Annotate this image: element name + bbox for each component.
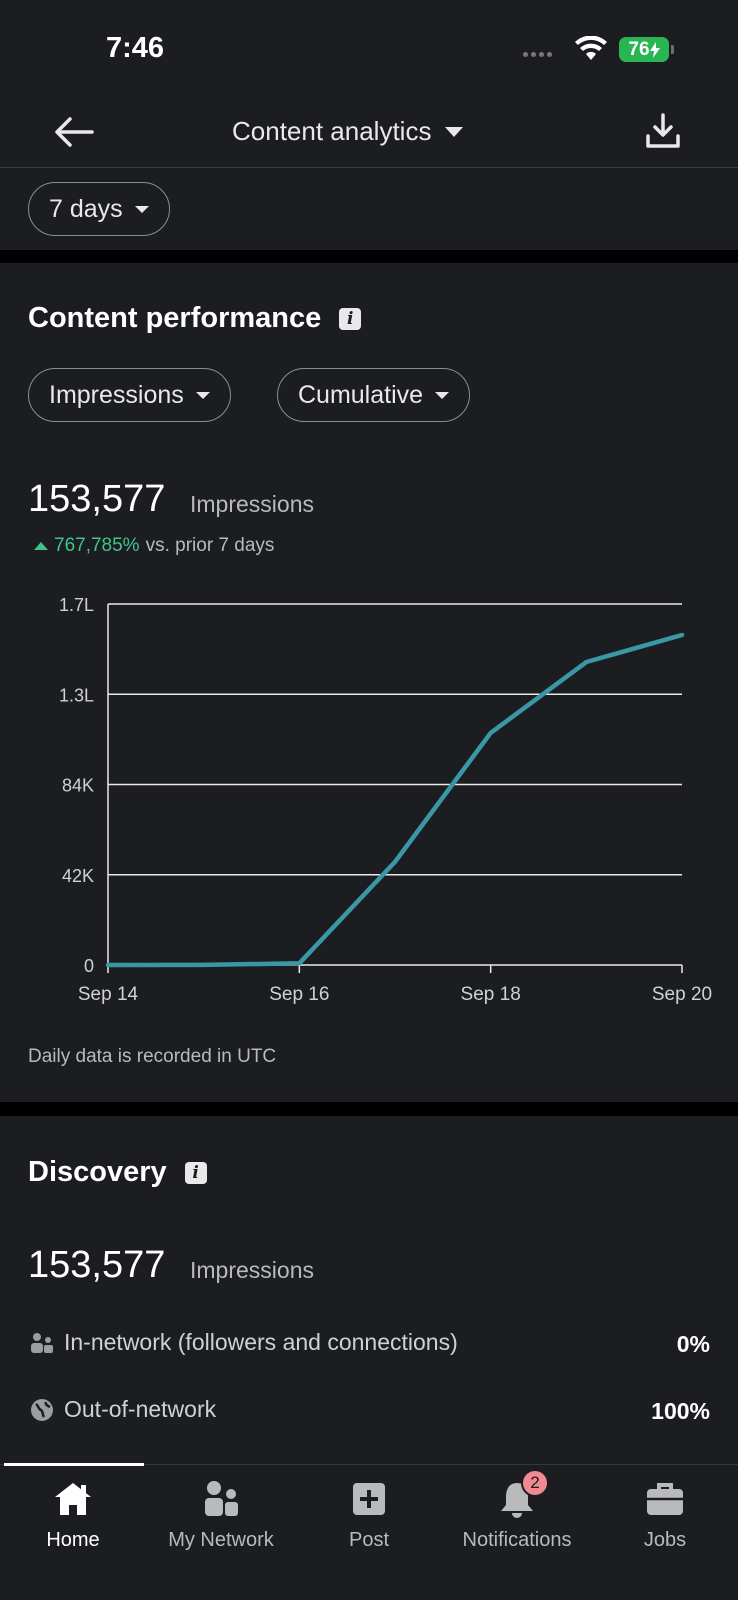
in-network-label: In-network (followers and connections) xyxy=(64,1329,458,1355)
chevron-down-icon xyxy=(134,205,149,213)
out-of-network-value: 100% xyxy=(651,1398,710,1424)
download-icon[interactable] xyxy=(645,112,681,150)
date-range-row: 7 days xyxy=(0,168,738,250)
nav-item-jobs[interactable]: Jobs xyxy=(592,1465,738,1565)
nav-item-notifications[interactable]: 2 Notifications xyxy=(444,1465,590,1565)
impressions-line-chart: 0 42K 84K 1.3L 1.7L Sep 14 Sep 16 Sep 18 Sep 20 xyxy=(59,595,712,1005)
charging-icon xyxy=(649,41,660,58)
page-title: Content analytics xyxy=(232,116,432,146)
status-time: 7:46 xyxy=(106,32,165,64)
date-range-dropdown[interactable]: 7 days xyxy=(28,182,170,236)
section-divider xyxy=(0,1102,738,1116)
status-bar: 7:46 76 xyxy=(0,0,738,96)
chart-series-line xyxy=(105,632,685,968)
chevron-down-icon xyxy=(445,126,464,137)
battery-indicator: 76 xyxy=(619,37,674,62)
discovery-total-label: Impressions xyxy=(190,1257,314,1283)
trend-percent: 767,785% xyxy=(54,535,140,556)
metric-dropdown[interactable]: Impressions xyxy=(28,368,231,422)
battery-level: 76 xyxy=(628,38,650,60)
bottom-navigation: Home My Network Post 2 Notifications xyxy=(0,1463,738,1600)
metric-label: Impressions xyxy=(49,380,184,409)
out-of-network-label: Out-of-network xyxy=(64,1396,217,1422)
nav-item-home[interactable]: Home xyxy=(0,1465,146,1565)
network-icon xyxy=(205,1481,238,1516)
impressions-label: Impressions xyxy=(190,491,314,517)
back-arrow-icon[interactable] xyxy=(52,114,96,150)
nav-label: Jobs xyxy=(643,1529,687,1551)
info-icon[interactable]: i xyxy=(184,1161,207,1184)
nav-item-post[interactable]: Post xyxy=(296,1465,442,1565)
notification-count-badge: 2 xyxy=(521,1469,549,1497)
out-of-network-row: Out-of-network xyxy=(30,1396,216,1423)
section-divider xyxy=(0,250,738,263)
bell-icon-wrap: 2 xyxy=(497,1469,549,1519)
chart-x-tick-label: Sep 20 xyxy=(652,984,712,1005)
chevron-down-icon xyxy=(195,391,210,399)
chevron-down-icon xyxy=(435,391,450,399)
content-performance-heading: Content performance i xyxy=(28,302,362,335)
in-network-value: 0% xyxy=(676,1331,710,1357)
chart-x-tick-label: Sep 18 xyxy=(461,984,521,1005)
nav-label: My Network xyxy=(168,1529,274,1551)
nav-item-my-network[interactable]: My Network xyxy=(148,1465,294,1565)
top-header: Content analytics xyxy=(0,96,738,168)
arrow-up-icon xyxy=(34,542,48,550)
chart-y-tick-label: 1.3L xyxy=(59,685,94,705)
date-range-label: 7 days xyxy=(49,194,123,223)
discovery-heading: Discovery i xyxy=(28,1156,207,1189)
nav-active-indicator xyxy=(4,1463,144,1466)
in-network-row: In-network (followers and connections) xyxy=(30,1329,458,1356)
mode-dropdown[interactable]: Cumulative xyxy=(277,368,471,422)
home-icon xyxy=(55,1483,91,1515)
wifi-icon xyxy=(575,36,607,60)
globe-icon xyxy=(31,1398,53,1421)
mode-label: Cumulative xyxy=(298,380,424,409)
cellular-signal-icon xyxy=(523,52,552,57)
discovery-total: 153,577 xyxy=(28,1244,166,1286)
trend-comparison: vs. prior 7 days xyxy=(145,535,275,556)
chart-y-tick-label: 0 xyxy=(84,956,94,976)
section-title: Discovery xyxy=(28,1156,167,1188)
nav-label: Post xyxy=(348,1529,390,1551)
trend-indicator: 767,785% vs. prior 7 days xyxy=(34,535,274,557)
page-title-dropdown[interactable]: Content analytics xyxy=(232,116,464,147)
chart-y-tick-label: 84K xyxy=(62,776,94,796)
briefcase-icon xyxy=(647,1483,683,1515)
nav-label: Notifications xyxy=(462,1529,572,1551)
section-title: Content performance xyxy=(28,302,322,334)
impressions-total: 153,577 xyxy=(28,478,166,520)
info-icon[interactable]: i xyxy=(339,307,362,330)
chart-y-tick-label: 1.7L xyxy=(59,595,94,615)
chart-y-tick-label: 42K xyxy=(62,866,94,886)
nav-label: Home xyxy=(46,1529,100,1551)
chart-x-tick-label: Sep 16 xyxy=(269,984,329,1005)
people-icon xyxy=(31,1332,53,1353)
post-icon xyxy=(353,1483,385,1515)
utc-note: Daily data is recorded in UTC xyxy=(28,1046,277,1067)
chart-x-tick-label: Sep 14 xyxy=(78,984,139,1005)
